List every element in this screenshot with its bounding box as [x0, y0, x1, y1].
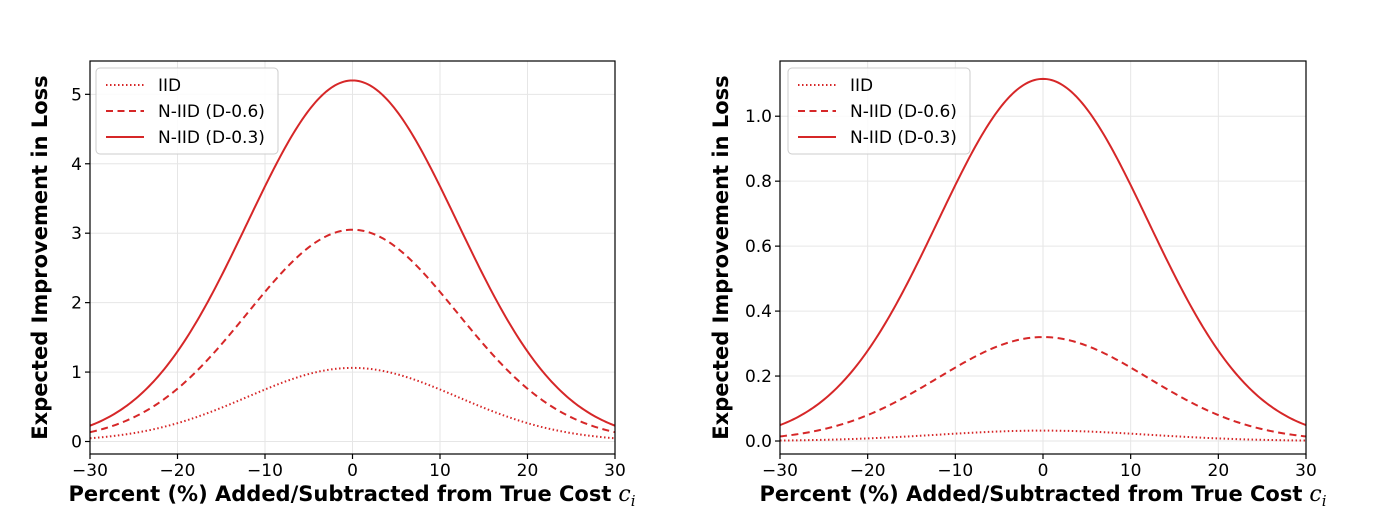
x-tick-label: 0 [1038, 461, 1049, 481]
x-axis-label-text: Percent (%) Added/Subtracted from True C… [759, 482, 1302, 506]
x-tick-label: −20 [160, 461, 196, 481]
legend-box [787, 67, 971, 155]
legend-label: IID [850, 76, 873, 96]
x-tick-label: 20 [517, 461, 539, 481]
x-axis-label-symbol: c [618, 482, 630, 507]
legend-label: IID [158, 76, 181, 96]
series-line-2 [89, 228, 616, 434]
series-line-2 [779, 336, 1307, 438]
y-tick-label: 3 [71, 224, 82, 244]
legend-label: N-IID (D-0.3) [850, 128, 957, 148]
y-axis-label: Expected Improvement in Loss [28, 75, 52, 439]
y-tick-label: 1 [71, 363, 82, 383]
y-tick-label: 0.2 [745, 367, 772, 387]
y-tick-label: 4 [71, 155, 82, 175]
x-tick-label: −30 [762, 461, 798, 481]
legend-label: N-IID (D-0.3) [158, 128, 265, 148]
x-axis-label: Percent (%) Added/Subtracted from True C… [759, 482, 1326, 510]
legend-label: N-IID (D-0.6) [850, 102, 957, 122]
legend-box [95, 67, 279, 155]
y-tick-label: 1.0 [745, 107, 772, 127]
x-tick-label: 30 [604, 461, 626, 481]
legend: IID N-IID (D-0.6) N-IID (D-0.3) [95, 67, 279, 155]
x-tick-label: 20 [1208, 461, 1230, 481]
x-axis-label: Percent (%) Added/Subtracted from True C… [68, 482, 635, 510]
y-tick-label: 0.8 [745, 172, 772, 192]
series-line-1 [89, 366, 616, 440]
x-axis-label-symbol: c [1309, 482, 1321, 507]
x-tick-label: −10 [247, 461, 283, 481]
y-tick-label: 0 [71, 433, 82, 453]
legend-label: N-IID (D-0.6) [158, 102, 265, 122]
y-tick-label: 0.6 [745, 237, 772, 257]
x-axis-label-text: Percent (%) Added/Subtracted from True C… [68, 482, 611, 506]
series-line-3 [89, 79, 616, 427]
x-tick-label: 10 [429, 461, 451, 481]
x-tick-label: 0 [347, 461, 358, 481]
x-tick-label: −30 [72, 461, 108, 481]
x-axis-label-subscript: i [631, 492, 636, 510]
x-tick-label: −10 [937, 461, 973, 481]
legend: IID N-IID (D-0.6) N-IID (D-0.3) [787, 67, 971, 155]
x-tick-label: 30 [1295, 461, 1317, 481]
y-tick-label: 5 [71, 85, 82, 105]
y-axis-label: Expected Improvement in Loss [709, 75, 733, 439]
chart-panel-1: −30 −20 −10 0 10 20 30 0 1 2 3 4 5 Expected Improveme… [28, 60, 636, 510]
x-tick-label: −20 [850, 461, 886, 481]
x-tick-label: 10 [1120, 461, 1142, 481]
y-tick-label: 2 [71, 294, 82, 314]
series-line-3 [779, 77, 1307, 427]
y-tick-label: 0.4 [745, 302, 772, 322]
y-tick-label: 0.0 [745, 432, 772, 452]
x-axis-label-subscript: i [1322, 492, 1327, 510]
chart-panel-2: −30 −20 −10 0 10 20 30 0.0 0.2 0.4 0.6 0.8 1.0 Expect… [709, 60, 1327, 510]
